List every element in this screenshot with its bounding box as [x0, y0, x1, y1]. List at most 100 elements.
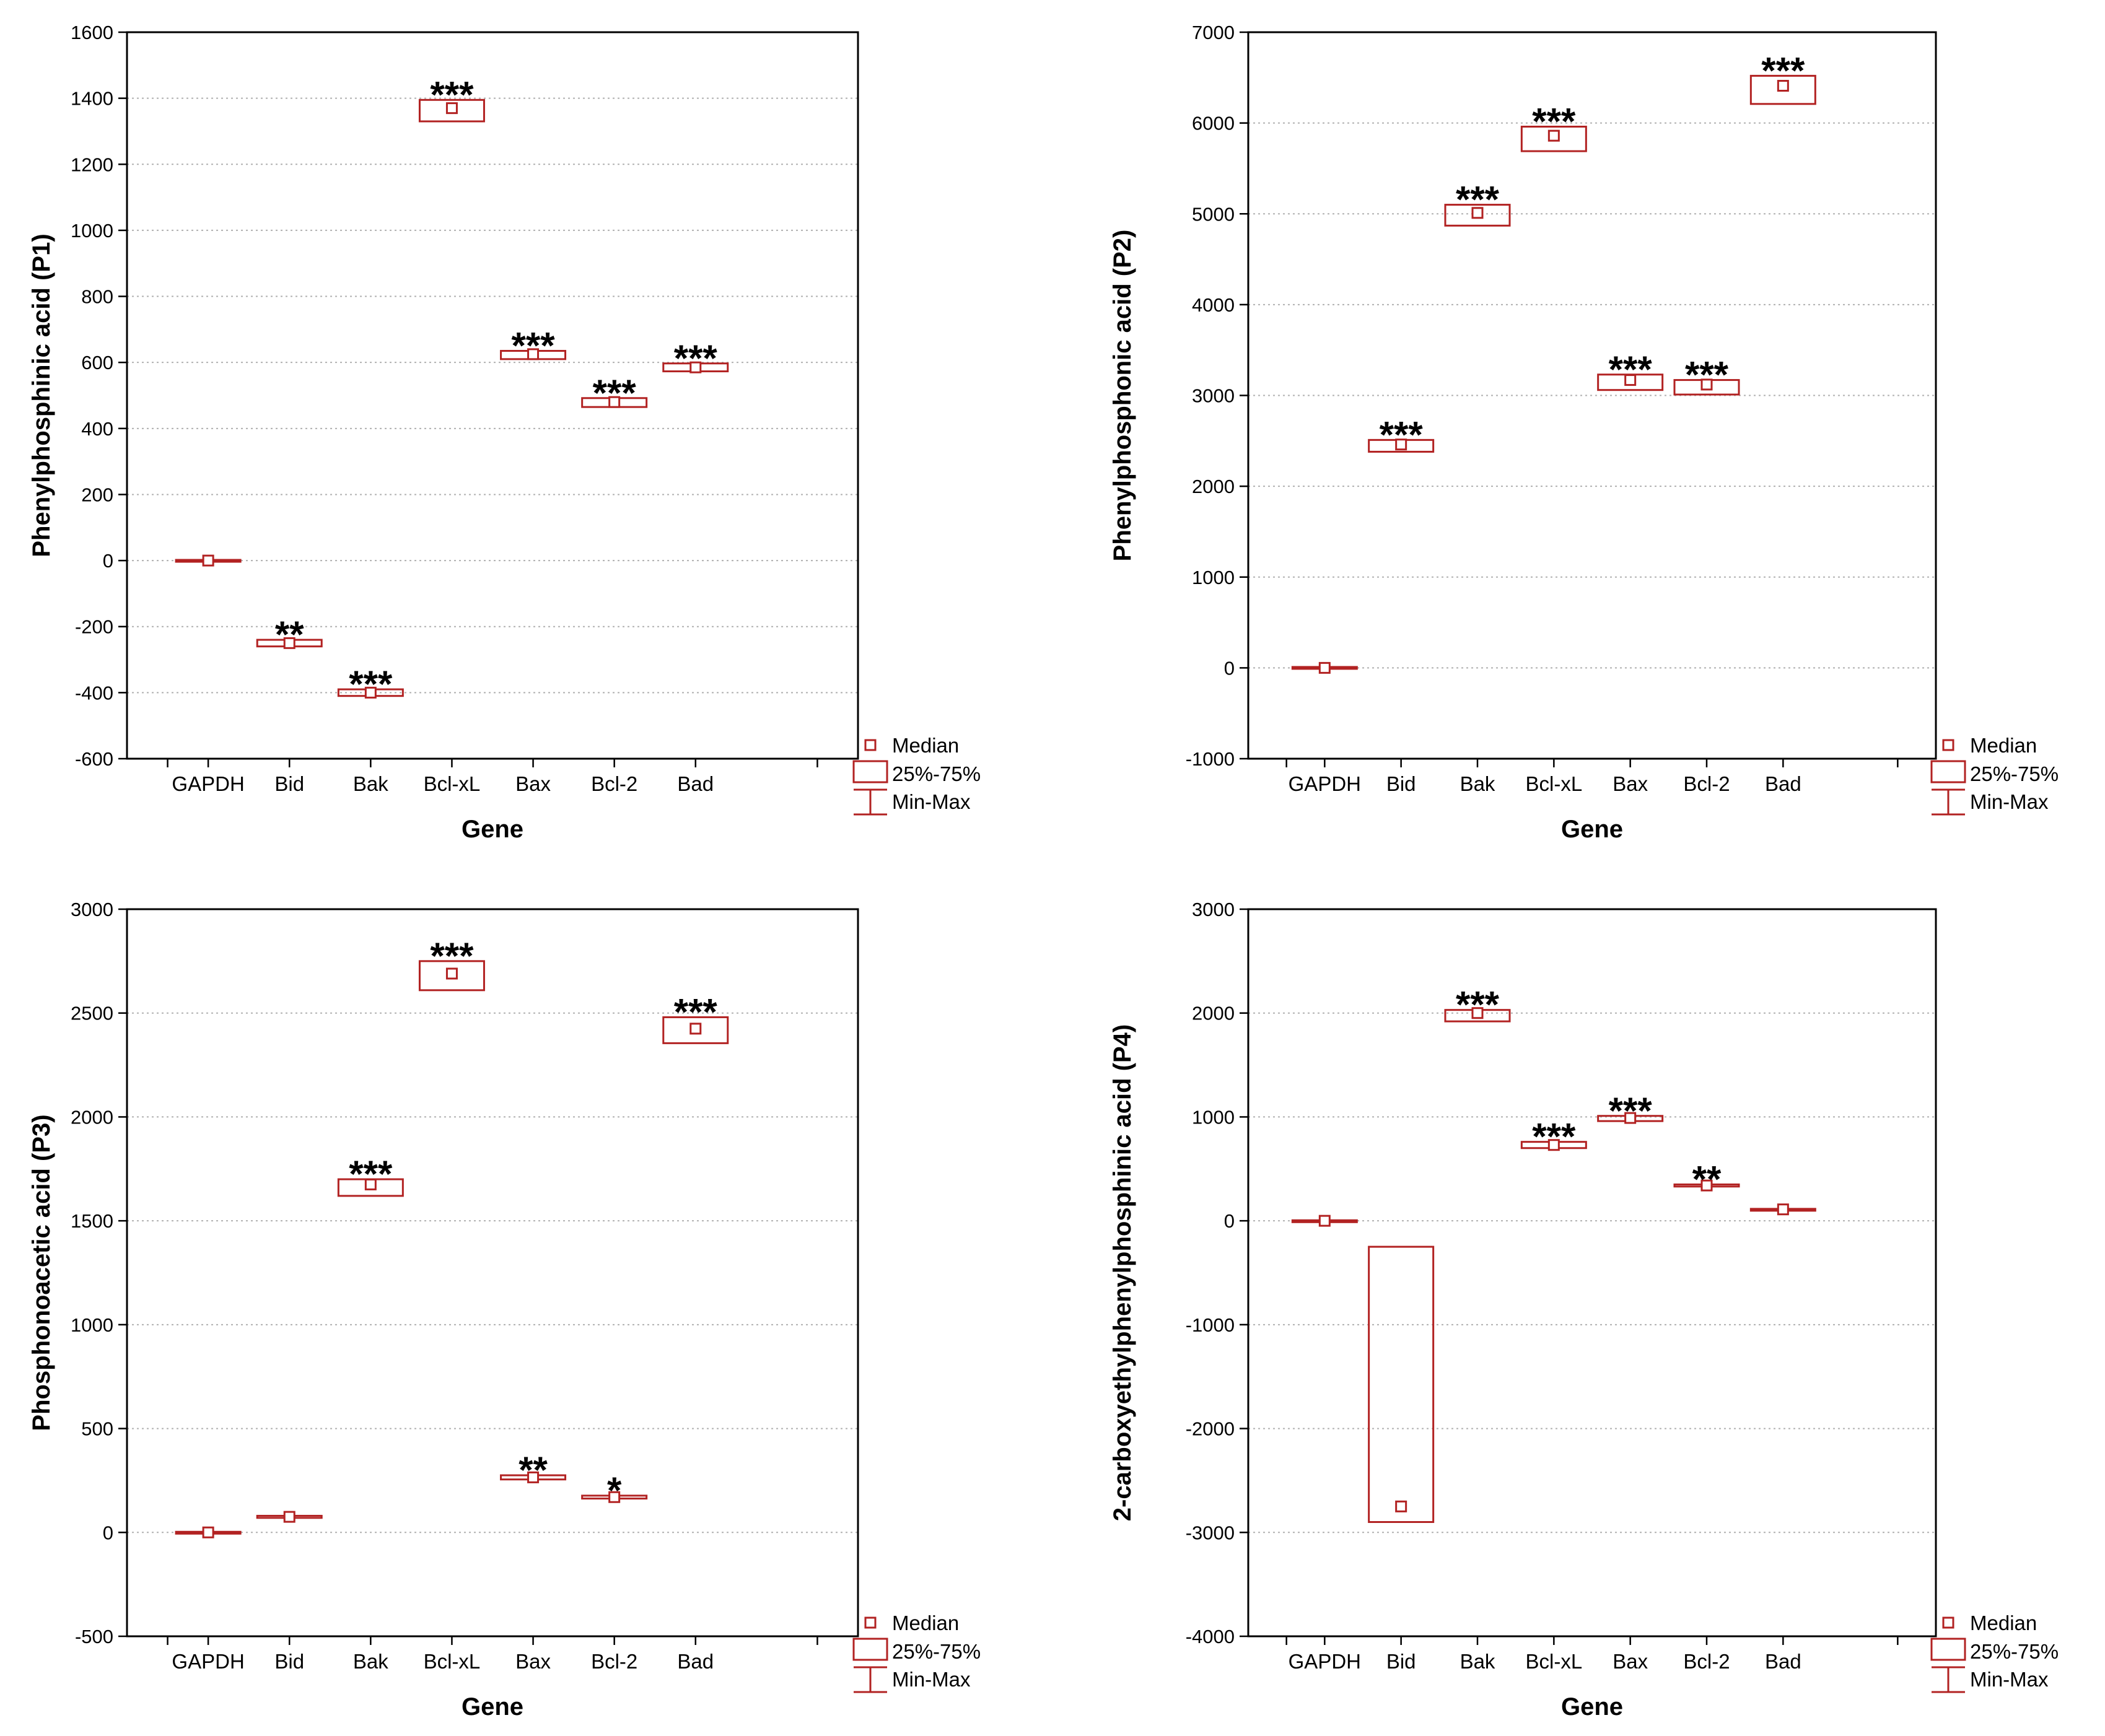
median-marker-GAPDH	[202, 554, 214, 567]
significance-label: ***	[1685, 354, 1729, 396]
significance-label: ***	[349, 1153, 393, 1195]
y-tick-label: -1000	[1186, 1314, 1235, 1336]
x-category-label: Bcl-xL	[424, 1650, 481, 1673]
x-category-label: Bcl-2	[1683, 1650, 1730, 1673]
y-tick-label: 0	[1224, 657, 1235, 679]
legend-box-marker	[1930, 1638, 1966, 1661]
y-tick-label: 3000	[71, 899, 113, 920]
x-category-label: Bcl-2	[591, 772, 637, 795]
significance-label: ***	[512, 325, 556, 367]
x-category-label: Bid	[1386, 772, 1416, 795]
x-category-label: Bad	[1765, 772, 1801, 795]
x-category-label: Bak	[1460, 1650, 1495, 1673]
median-marker-Bcl-2	[608, 1491, 621, 1503]
significance-label: **	[519, 1449, 548, 1491]
significance-label: **	[275, 614, 304, 655]
median-marker-Bcl-xL	[1547, 1139, 1560, 1151]
box-Bid	[1368, 1245, 1435, 1524]
y-axis-title: 2-carboxyethylphenylphosphinic acid (P4)	[1109, 1024, 1136, 1521]
median-marker-Bad	[1777, 80, 1789, 92]
y-tick-label: 3000	[1192, 385, 1235, 407]
x-category-label: GAPDH	[172, 1650, 244, 1673]
y-axis-title: Phenylphosphinic acid (P1)	[28, 233, 55, 557]
y-tick-label: 500	[81, 1418, 113, 1440]
y-tick-label: 3000	[1192, 899, 1235, 920]
y-axis-title: Phenylphosphonic acid (P2)	[1109, 230, 1136, 562]
x-category-label: Bak	[353, 772, 388, 795]
x-category-label: Bak	[1460, 772, 1495, 795]
x-category-label: Bid	[1386, 1650, 1416, 1673]
y-tick-label: -4000	[1186, 1626, 1235, 1647]
median-marker-Bad	[1777, 1203, 1789, 1216]
legend-box-label: 25%-75%	[1970, 1640, 2059, 1663]
legend-box-marker	[852, 1638, 888, 1661]
y-tick-label: -2000	[1186, 1418, 1235, 1440]
plot-frame	[126, 908, 859, 1638]
chart-panel-4: -4000 -3000 -2000 -1000 0 1000 2000 3000 GAPDH Bi…	[1109, 899, 2059, 1721]
legend-median-marker	[1942, 1616, 1954, 1629]
significance-label: ***	[1532, 1116, 1576, 1158]
y-tick-label: 6000	[1192, 113, 1235, 134]
legend-box-marker	[1930, 760, 1966, 783]
x-category-label: Bcl-xL	[424, 772, 481, 795]
median-marker-Bid	[1395, 1500, 1407, 1512]
median-marker-Bcl-xL	[445, 102, 458, 115]
significance-label: ***	[674, 991, 718, 1032]
x-category-label: Bad	[677, 1650, 714, 1673]
x-category-label: Bcl-2	[1683, 772, 1730, 795]
y-tick-label: 1000	[71, 1314, 113, 1336]
y-tick-label: 1600	[71, 22, 113, 43]
y-tick-label: 7000	[1192, 22, 1235, 43]
median-marker-Bcl-xL	[445, 967, 458, 980]
legend: Median 25%-75% Min-Max	[852, 1612, 981, 1693]
median-marker-Bid	[283, 1511, 295, 1523]
significance-label: ***	[1380, 414, 1424, 455]
median-marker-Bcl-xL	[1547, 129, 1560, 142]
y-tick-label: 600	[81, 352, 113, 373]
x-axis-title: Gene	[1561, 816, 1623, 843]
x-category-label: Bid	[274, 772, 304, 795]
legend-whisker-label: Min-Max	[1970, 1668, 2049, 1691]
significance-label: ***	[1609, 1090, 1653, 1132]
y-tick-label: 1000	[1192, 567, 1235, 588]
y-tick-label: -400	[75, 682, 113, 704]
y-tick-label: 5000	[1192, 203, 1235, 225]
significance-label: ***	[430, 74, 474, 115]
legend-median-label: Median	[1970, 1612, 2037, 1634]
significance-label: ***	[1532, 100, 1576, 142]
chart-panel-1: -600 -400 -200 0 200 400 600 800 1000 1200 1400 160…	[28, 22, 981, 843]
legend-whisker-label: Min-Max	[892, 1668, 971, 1691]
median-marker-Bax	[527, 1471, 540, 1483]
y-tick-label: 1500	[71, 1210, 113, 1232]
y-tick-label: 0	[103, 1522, 113, 1543]
x-category-label: Bid	[274, 1650, 304, 1673]
legend: Median 25%-75% Min-Max	[1930, 734, 2059, 816]
median-marker-GAPDH	[1318, 661, 1331, 674]
significance-label: **	[1692, 1158, 1722, 1200]
plot-frame	[126, 31, 859, 760]
median-marker-Bax	[1624, 1112, 1637, 1124]
median-marker-GAPDH	[202, 1526, 214, 1538]
significance-label: *	[607, 1470, 622, 1511]
median-marker-Bad	[689, 1023, 702, 1035]
x-category-label: Bcl-2	[591, 1650, 637, 1673]
x-category-label: Bax	[1613, 1650, 1648, 1673]
legend-median-marker	[864, 1616, 877, 1629]
legend-whisker-label: Min-Max	[1970, 790, 2049, 813]
legend-median-label: Median	[892, 734, 959, 757]
y-tick-label: -1000	[1186, 748, 1235, 770]
legend-box-label: 25%-75%	[892, 1640, 981, 1663]
median-marker-Bid	[283, 637, 295, 649]
significance-label: ***	[674, 338, 718, 379]
legend-whisker-label: Min-Max	[892, 790, 971, 813]
significance-label: ***	[430, 935, 474, 977]
significance-label: ***	[1456, 984, 1500, 1026]
legend-median-label: Median	[1970, 734, 2037, 757]
median-marker-Bak	[364, 686, 377, 699]
legend-median-marker	[1942, 739, 1954, 751]
legend-box-label: 25%-75%	[892, 762, 981, 785]
x-category-label: Bcl-xL	[1525, 772, 1582, 795]
median-marker-Bcl-2	[1700, 1179, 1713, 1192]
x-category-label: GAPDH	[1289, 772, 1361, 795]
